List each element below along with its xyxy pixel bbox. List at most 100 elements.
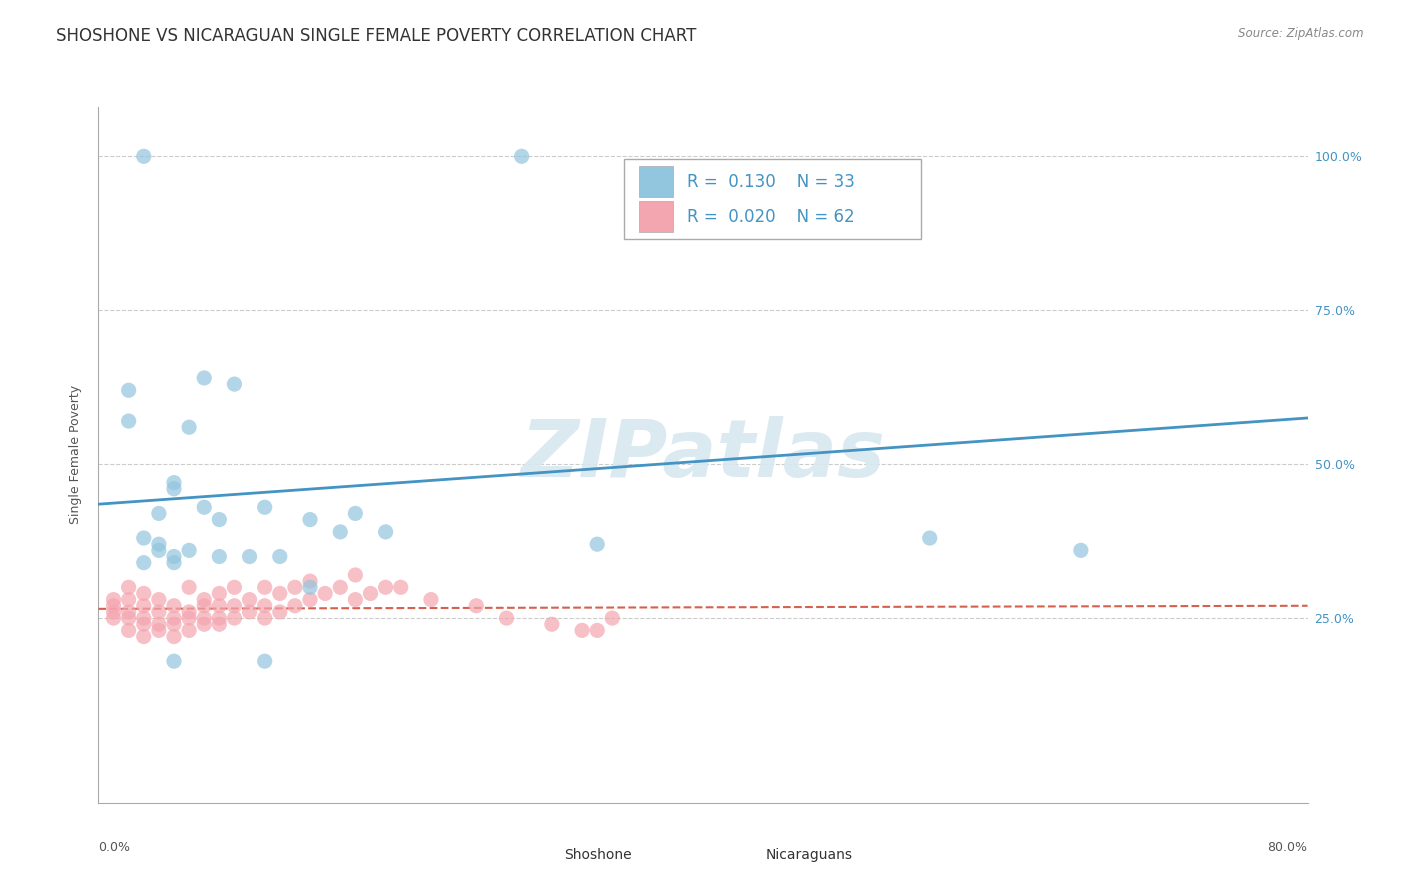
Point bbox=[208, 611, 231, 625]
Point bbox=[239, 549, 262, 564]
Point bbox=[208, 549, 231, 564]
Point bbox=[132, 586, 155, 600]
Point bbox=[253, 654, 276, 668]
Point bbox=[118, 605, 141, 619]
Point bbox=[163, 556, 186, 570]
Point bbox=[571, 624, 593, 638]
Point bbox=[163, 549, 186, 564]
Point bbox=[118, 611, 141, 625]
Point bbox=[239, 592, 262, 607]
Point bbox=[148, 507, 170, 521]
Point bbox=[299, 592, 322, 607]
Point bbox=[253, 611, 276, 625]
Point bbox=[148, 624, 170, 638]
Point bbox=[540, 617, 562, 632]
Point bbox=[148, 537, 170, 551]
Point bbox=[586, 624, 609, 638]
Point bbox=[269, 605, 291, 619]
Point bbox=[132, 630, 155, 644]
Point bbox=[179, 605, 201, 619]
Text: 80.0%: 80.0% bbox=[1268, 841, 1308, 854]
Point bbox=[299, 574, 322, 589]
Point bbox=[208, 617, 231, 632]
Point bbox=[148, 543, 170, 558]
Point bbox=[586, 537, 609, 551]
Point bbox=[465, 599, 488, 613]
Point bbox=[284, 599, 307, 613]
Point bbox=[163, 482, 186, 496]
Text: ZIPatlas: ZIPatlas bbox=[520, 416, 886, 494]
Point bbox=[163, 475, 186, 490]
Text: SHOSHONE VS NICARAGUAN SINGLE FEMALE POVERTY CORRELATION CHART: SHOSHONE VS NICARAGUAN SINGLE FEMALE POV… bbox=[56, 27, 696, 45]
Point bbox=[163, 617, 186, 632]
Point bbox=[118, 384, 141, 398]
Point bbox=[148, 605, 170, 619]
Point bbox=[179, 611, 201, 625]
Point bbox=[420, 592, 443, 607]
Point bbox=[495, 611, 517, 625]
Point bbox=[224, 611, 246, 625]
Point bbox=[314, 586, 336, 600]
Point bbox=[239, 605, 262, 619]
Point bbox=[193, 611, 215, 625]
Point bbox=[193, 371, 215, 385]
Text: Shoshone: Shoshone bbox=[564, 848, 631, 862]
FancyBboxPatch shape bbox=[638, 166, 673, 197]
Point bbox=[179, 580, 201, 594]
Point bbox=[329, 580, 352, 594]
Point bbox=[510, 149, 533, 163]
Y-axis label: Single Female Poverty: Single Female Poverty bbox=[69, 385, 83, 524]
Point bbox=[179, 624, 201, 638]
Point bbox=[193, 500, 215, 515]
Point bbox=[299, 512, 322, 526]
Point bbox=[374, 580, 396, 594]
FancyBboxPatch shape bbox=[734, 842, 755, 868]
FancyBboxPatch shape bbox=[534, 842, 555, 868]
Point bbox=[103, 611, 125, 625]
Point bbox=[299, 580, 322, 594]
Point bbox=[163, 611, 186, 625]
Point bbox=[918, 531, 941, 545]
Point bbox=[344, 592, 367, 607]
Point bbox=[132, 556, 155, 570]
Point bbox=[269, 549, 291, 564]
Point bbox=[132, 531, 155, 545]
Point bbox=[103, 599, 125, 613]
Text: Nicaraguans: Nicaraguans bbox=[766, 848, 853, 862]
FancyBboxPatch shape bbox=[624, 159, 921, 239]
Point bbox=[360, 586, 382, 600]
Point bbox=[193, 599, 215, 613]
Point bbox=[208, 599, 231, 613]
Point bbox=[103, 592, 125, 607]
Point bbox=[163, 630, 186, 644]
FancyBboxPatch shape bbox=[638, 202, 673, 233]
Point bbox=[374, 524, 396, 539]
Point bbox=[132, 149, 155, 163]
Text: R =  0.130    N = 33: R = 0.130 N = 33 bbox=[688, 173, 855, 191]
Point bbox=[224, 599, 246, 613]
Point bbox=[118, 580, 141, 594]
Point bbox=[284, 580, 307, 594]
Point bbox=[132, 617, 155, 632]
Point bbox=[344, 568, 367, 582]
Point bbox=[602, 611, 624, 625]
Point bbox=[329, 524, 352, 539]
Point bbox=[253, 599, 276, 613]
Point bbox=[148, 617, 170, 632]
Point bbox=[148, 592, 170, 607]
Point bbox=[118, 592, 141, 607]
Point bbox=[193, 617, 215, 632]
Point bbox=[269, 586, 291, 600]
Point bbox=[224, 580, 246, 594]
Point bbox=[179, 543, 201, 558]
Text: 0.0%: 0.0% bbox=[98, 841, 131, 854]
Point bbox=[163, 599, 186, 613]
Point bbox=[1070, 543, 1092, 558]
Text: Source: ZipAtlas.com: Source: ZipAtlas.com bbox=[1239, 27, 1364, 40]
Text: R =  0.020    N = 62: R = 0.020 N = 62 bbox=[688, 208, 855, 226]
Point bbox=[179, 420, 201, 434]
Point bbox=[389, 580, 412, 594]
Point bbox=[253, 580, 276, 594]
Point bbox=[193, 592, 215, 607]
Point bbox=[163, 654, 186, 668]
